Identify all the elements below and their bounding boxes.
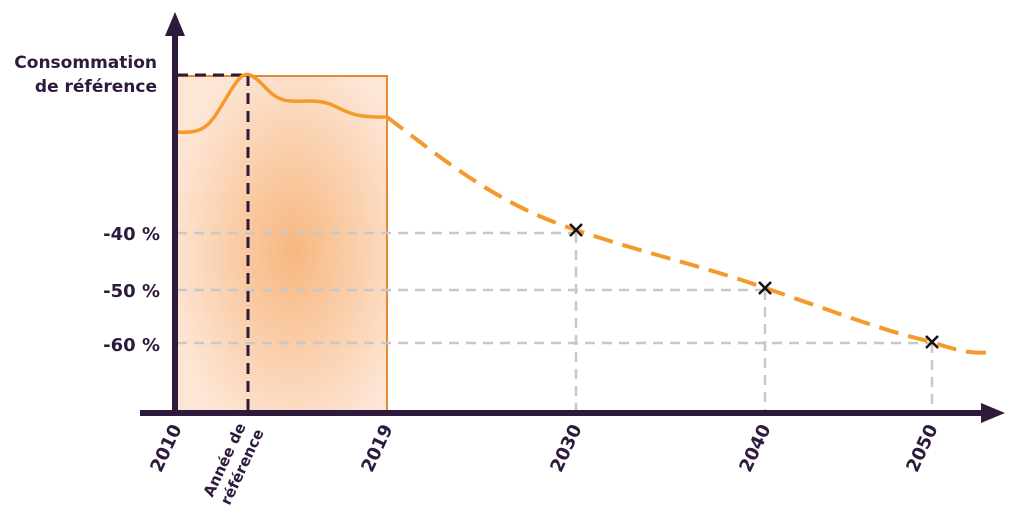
target-markers xyxy=(569,223,939,349)
y-axis-label: Consommation xyxy=(14,53,157,73)
y-label: -60 % xyxy=(103,335,160,356)
projection-curve xyxy=(385,115,993,355)
reference-period xyxy=(176,75,388,414)
y-axis-label: de référence xyxy=(35,77,157,97)
historical-curve xyxy=(176,72,388,135)
reference-marker xyxy=(177,73,250,413)
y-label: -50 % xyxy=(103,281,160,302)
x-label: 2019 xyxy=(357,421,397,475)
y-label: -40 % xyxy=(103,224,160,245)
axes xyxy=(140,12,1005,423)
x-label: 2040 xyxy=(735,421,775,475)
x-label: 2050 xyxy=(902,421,942,475)
x-label: 2010 xyxy=(146,421,186,475)
x-label: 2030 xyxy=(546,421,586,475)
guide-lines xyxy=(177,231,934,413)
